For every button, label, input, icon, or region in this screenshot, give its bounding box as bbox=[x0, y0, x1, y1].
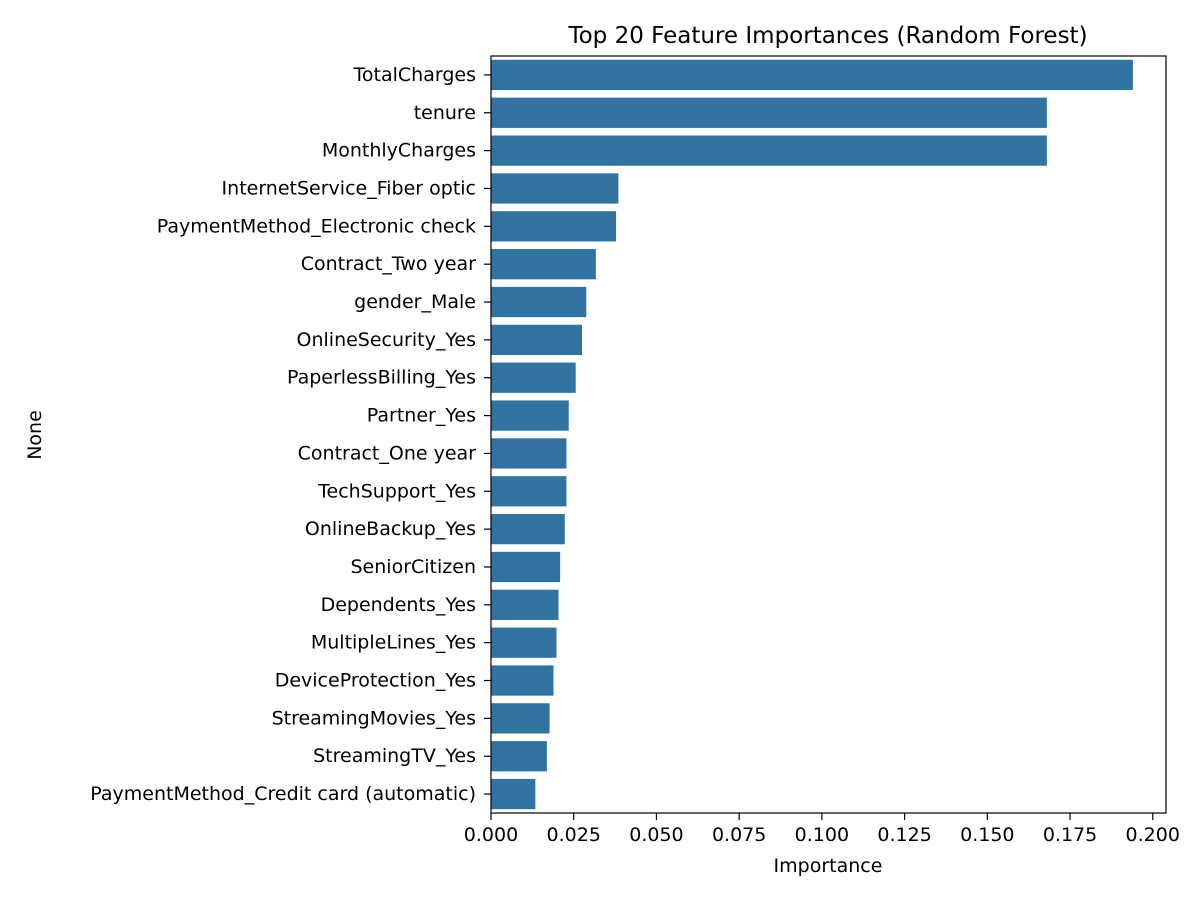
y-tick-label-12: OnlineBackup_Yes bbox=[305, 518, 476, 540]
bar-16 bbox=[491, 665, 554, 696]
x-tick-label-1: 0.025 bbox=[547, 824, 601, 846]
y-tick-label-2: MonthlyCharges bbox=[322, 140, 476, 162]
y-tick-label-17: StreamingMovies_Yes bbox=[272, 707, 476, 729]
x-tick-label-2: 0.050 bbox=[629, 824, 683, 846]
plot-frame bbox=[490, 55, 1167, 814]
x-tick-label-8: 0.200 bbox=[1126, 824, 1180, 846]
bars-layer bbox=[491, 59, 1133, 810]
bar-4 bbox=[491, 211, 617, 242]
bar-10 bbox=[491, 438, 567, 469]
y-tick-label-4: PaymentMethod_Electronic check bbox=[157, 215, 476, 237]
y-axis-ticks: TotalCharges tenure MonthlyCharges Internet… bbox=[90, 64, 491, 805]
bar-7 bbox=[491, 324, 582, 356]
y-tick-label-8: PaperlessBilling_Yes bbox=[287, 367, 476, 389]
y-tick-label-13: SeniorCitizen bbox=[351, 556, 477, 578]
y-tick-label-6: gender_Male bbox=[354, 291, 476, 313]
y-tick-label-18: StreamingTV_Yes bbox=[313, 745, 476, 767]
y-tick-label-0: TotalCharges bbox=[353, 64, 476, 86]
bar-9 bbox=[491, 400, 569, 431]
chart-title: Top 20 Feature Importances (Random Fores… bbox=[567, 23, 1087, 49]
bar-18 bbox=[491, 741, 547, 772]
x-axis-ticks: 0.000 0.025 0.050 0.075 0.100 0.125 0.150 0.175… bbox=[464, 813, 1180, 846]
bar-8 bbox=[491, 362, 576, 393]
bar-3 bbox=[491, 173, 619, 204]
bar-14 bbox=[491, 589, 559, 620]
x-axis-title: Importance bbox=[774, 855, 883, 877]
y-tick-label-11: TechSupport_Yes bbox=[317, 480, 476, 502]
bar-15 bbox=[491, 627, 557, 658]
y-tick-label-9: Partner_Yes bbox=[367, 405, 476, 427]
x-tick-label-6: 0.150 bbox=[960, 824, 1014, 846]
y-tick-label-16: DeviceProtection_Yes bbox=[275, 670, 476, 692]
y-tick-label-15: MultipleLines_Yes bbox=[311, 632, 476, 654]
bar-12 bbox=[491, 513, 565, 545]
x-tick-label-0: 0.000 bbox=[464, 824, 518, 846]
x-tick-label-3: 0.075 bbox=[712, 824, 766, 846]
bar-2 bbox=[491, 135, 1047, 166]
y-tick-label-10: Contract_One year bbox=[298, 442, 477, 464]
y-tick-label-5: Contract_Two year bbox=[301, 253, 476, 275]
x-tick-label-4: 0.100 bbox=[795, 824, 849, 846]
bar-11 bbox=[491, 476, 567, 507]
bar-5 bbox=[491, 249, 596, 280]
bar-13 bbox=[491, 551, 561, 583]
bar-0 bbox=[491, 59, 1133, 91]
bar-19 bbox=[491, 778, 536, 810]
y-axis-title: None bbox=[24, 410, 46, 460]
x-tick-label-7: 0.175 bbox=[1043, 824, 1097, 846]
bar-17 bbox=[491, 703, 550, 734]
x-tick-label-5: 0.125 bbox=[877, 824, 931, 846]
y-tick-label-1: tenure bbox=[414, 102, 476, 124]
y-tick-label-3: InternetService_Fiber optic bbox=[222, 177, 476, 199]
y-tick-label-19: PaymentMethod_Credit card (automatic) bbox=[90, 783, 476, 805]
bar-6 bbox=[491, 286, 587, 318]
bar-1 bbox=[491, 97, 1047, 128]
y-tick-label-14: Dependents_Yes bbox=[321, 594, 476, 616]
y-tick-label-7: OnlineSecurity_Yes bbox=[297, 329, 476, 351]
